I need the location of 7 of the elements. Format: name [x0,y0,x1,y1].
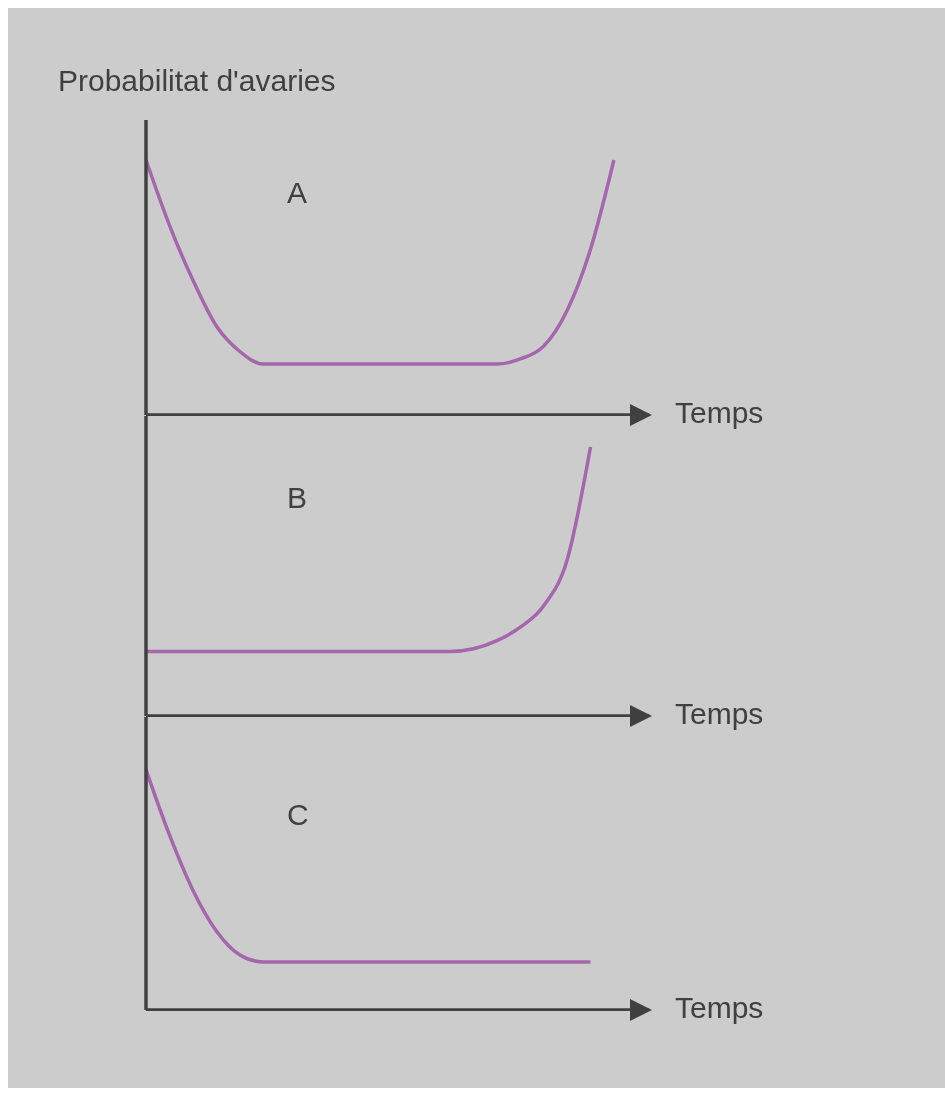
annotation: B [287,480,308,516]
annotation: A [287,175,308,211]
x-axis-title: Temps [675,696,764,732]
annotation: C [287,797,309,833]
y-axis-title: Probabilitat d'avaries [58,63,336,99]
x-axis-title: Temps [675,990,764,1026]
x-axis-title: Temps [675,395,764,431]
